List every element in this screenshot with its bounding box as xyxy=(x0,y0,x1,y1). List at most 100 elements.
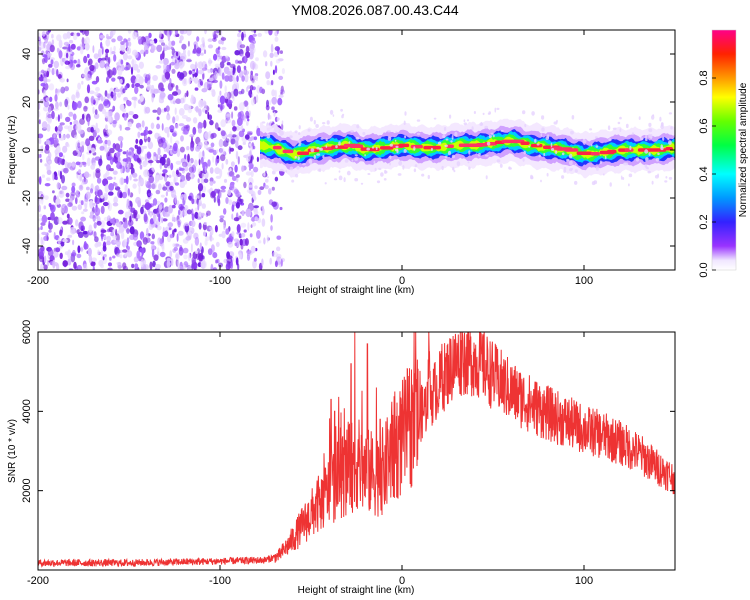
spectrogram-noise-cell xyxy=(163,107,167,112)
spectrogram-noise-cell xyxy=(135,138,139,144)
spectrogram-noise-cell xyxy=(266,80,271,86)
spectrogram-noise-cell xyxy=(77,231,84,238)
spectrogram-noise-cell xyxy=(41,121,48,130)
spectrogram-noise-cell xyxy=(100,229,107,233)
spectrogram-noise-cell xyxy=(211,132,217,139)
spectrogram-noise-cell xyxy=(266,235,269,243)
spectrogram-noise-cell xyxy=(80,141,85,146)
spectrogram-noise-cell xyxy=(65,59,69,65)
spectrogram-noise-cell xyxy=(38,75,45,82)
spectrogram-noise-cell xyxy=(127,161,131,169)
spectrogram-noise-cell xyxy=(184,166,189,172)
spectrogram-noise-cell xyxy=(162,218,168,222)
spectrogram-noise-cell xyxy=(117,92,122,98)
spectrogram-noise-cell xyxy=(134,32,139,38)
spectrogram-noise-cell xyxy=(126,198,130,206)
spectrogram-noise-cell xyxy=(208,77,214,82)
spectrogram-noise-cell xyxy=(128,111,134,116)
spectrogram-noise-cell xyxy=(173,246,178,252)
spectrogram-speckle xyxy=(316,147,320,150)
spectrogram-noise-cell xyxy=(216,155,220,159)
spectrogram-noise-cell xyxy=(164,71,171,80)
spectrogram-noise-cell xyxy=(45,97,50,102)
spectrogram-noise-cell xyxy=(175,51,179,57)
spectrogram-noise-cell xyxy=(112,229,116,233)
spectrogram-noise-cell xyxy=(216,149,219,154)
spectrogram-noise-cell xyxy=(88,90,95,95)
spectrogram-noise-cell xyxy=(194,159,198,167)
snr-ytick-label: 2000 xyxy=(21,478,33,502)
spectrogram-noise-cell xyxy=(166,132,170,138)
spectrogram-noise-cell xyxy=(95,122,98,130)
spectrogram-noise-cell xyxy=(43,100,50,108)
spectrogram-noise-cell xyxy=(214,225,218,233)
spectrogram-speckle xyxy=(561,152,565,156)
spectrogram-noise-cell xyxy=(178,246,184,256)
spectrogram-noise-cell xyxy=(88,135,95,141)
spectrogram-noise-cell xyxy=(234,164,238,173)
spectrogram-noise-cell xyxy=(213,196,216,203)
spectrogram-noise-cell xyxy=(83,208,88,212)
spectrogram-noise-cell xyxy=(52,259,56,269)
spectrogram-noise-cell xyxy=(96,177,102,184)
spectrogram-noise-cell xyxy=(78,169,82,174)
spectrogram-noise-cell xyxy=(114,182,118,189)
spectrogram-noise-cell xyxy=(243,65,247,70)
spectrogram-noise-cell xyxy=(170,135,173,144)
spectrogram-speckle xyxy=(625,123,629,129)
spectrogram-noise-cell xyxy=(236,224,241,233)
spectrogram-speckle xyxy=(298,142,302,145)
spectrogram-noise-cell xyxy=(96,139,103,144)
spectrogram-noise-cell xyxy=(116,253,121,258)
spectrogram-noise-cell xyxy=(185,117,192,122)
spectrogram-speckle xyxy=(317,168,321,172)
spectrogram-noise-cell xyxy=(207,159,211,167)
spectrogram-noise-cell xyxy=(250,245,256,254)
spectrogram-noise-cell xyxy=(128,151,132,156)
spectrogram-noise-cell xyxy=(191,136,193,145)
spectrogram-noise-cell xyxy=(135,74,141,79)
spectrogram-speckle xyxy=(310,148,315,153)
spectrogram-noise-cell xyxy=(100,220,105,228)
spectrogram-noise-cell xyxy=(153,88,159,94)
spectrogram-noise-cell xyxy=(150,44,155,53)
spectrogram-noise-cell xyxy=(171,40,176,46)
spectrogram-noise-cell xyxy=(85,138,91,147)
spectrogram-noise-cell xyxy=(119,177,125,186)
spectrogram-noise-cell xyxy=(46,123,51,132)
spectrogram-noise-cell xyxy=(126,46,132,55)
spectrogram-noise-cell xyxy=(249,43,255,50)
spectrogram-noise-cell xyxy=(207,69,213,73)
spectrogram-noise-cell xyxy=(186,209,192,215)
spectrogram-noise-cell xyxy=(227,99,233,105)
spectrogram-noise-cell xyxy=(191,213,195,221)
spectrogram-speckle xyxy=(661,122,663,127)
spectrogram-noise-cell xyxy=(82,230,88,235)
spectrogram-noise-cell xyxy=(245,153,251,162)
spectrogram-noise-cell xyxy=(107,215,110,219)
spectrogram-noise-cell xyxy=(245,171,252,176)
spectrogram-noise-cell xyxy=(48,106,52,113)
spectrogram-noise-cell xyxy=(90,147,96,154)
spectrogram-noise-cell xyxy=(105,170,110,176)
spectrogram-noise-cell xyxy=(233,188,239,195)
spectrogram-noise-cell xyxy=(120,231,125,240)
spectrogram-noise-cell xyxy=(183,254,188,260)
spectrogram-noise-cell xyxy=(237,38,242,42)
spectrogram-speckle xyxy=(378,167,382,171)
spectrogram-noise-cell xyxy=(149,261,153,270)
spectrogram-noise-cell xyxy=(251,80,256,84)
spectrogram-noise-cell xyxy=(78,221,84,230)
spectrogram-noise-cell xyxy=(40,41,46,50)
spectrogram-noise-cell xyxy=(76,253,82,259)
spectrogram-noise-cell xyxy=(64,251,69,256)
spectrogram-noise-cell xyxy=(191,256,197,265)
spectrogram-noise-cell xyxy=(93,231,97,239)
spectrogram-speckle xyxy=(350,129,354,133)
spectrogram-noise-cell xyxy=(38,232,41,242)
spectrogram-speckle xyxy=(454,131,458,137)
spectrogram-noise-cell xyxy=(246,249,252,254)
spectrogram-noise-cell xyxy=(156,107,162,116)
spectrogram-speckle xyxy=(466,119,470,122)
spectrogram-noise-cell xyxy=(53,137,59,145)
